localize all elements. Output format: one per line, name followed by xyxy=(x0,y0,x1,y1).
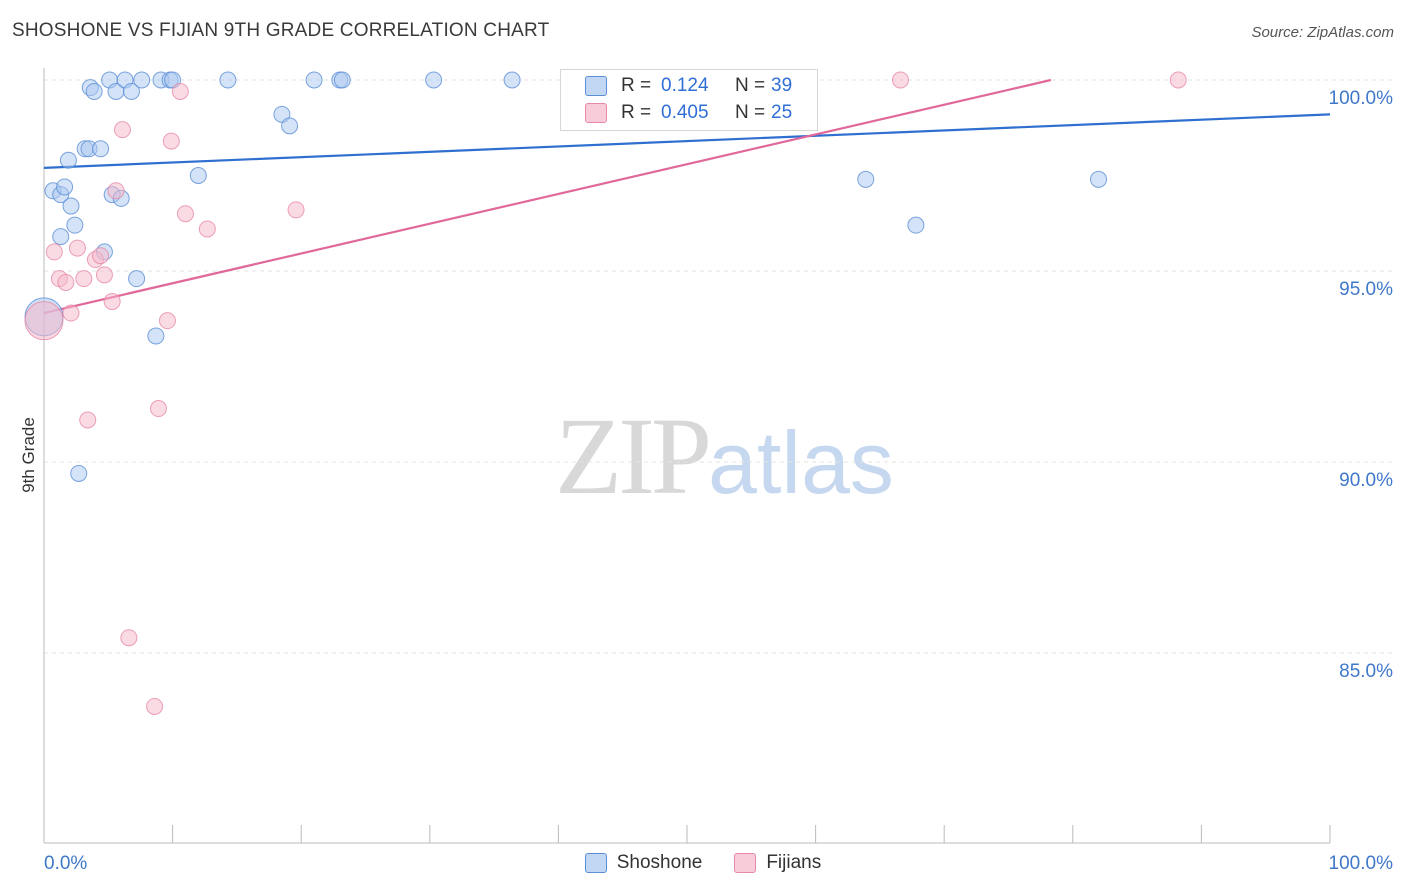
shoshone-point xyxy=(190,168,206,184)
shoshone-swatch xyxy=(585,853,607,873)
tick-labels: 100.0%95.0%90.0%85.0%0.0% 100.0%9th Grade xyxy=(19,88,1393,874)
fijians-point xyxy=(147,698,163,714)
shoshone-point xyxy=(504,72,520,88)
legend-r-label: R = xyxy=(621,102,661,124)
shoshone-points xyxy=(25,72,1107,481)
fijians-point xyxy=(46,244,62,260)
fijians-trend-line xyxy=(44,80,1051,313)
series-legend: Shoshone Fijians xyxy=(0,852,1406,874)
y-axis-label: 9th Grade xyxy=(19,417,38,493)
fijians-point xyxy=(93,248,109,264)
fijians-point xyxy=(199,221,215,237)
series-legend-label: Fijians xyxy=(766,852,821,874)
correlation-legend: R = 0.124 N = 39 R = 0.405 N = 25 xyxy=(560,69,818,131)
fijians-point xyxy=(150,401,166,417)
series-legend-shoshone[interactable]: Shoshone xyxy=(585,852,703,874)
y-tick-label: 95.0% xyxy=(1339,279,1393,300)
legend-n-label: N = xyxy=(735,102,771,124)
shoshone-point xyxy=(53,229,69,245)
legend-row-shoshone: R = 0.124 N = 39 xyxy=(585,73,792,99)
shoshone-point xyxy=(129,271,145,287)
shoshone-point xyxy=(71,465,87,481)
fijians-point xyxy=(177,206,193,222)
legend-n-value: 39 xyxy=(771,75,792,97)
shoshone-point xyxy=(1091,171,1107,187)
axes xyxy=(44,68,1330,843)
fijians-point xyxy=(163,133,179,149)
shoshone-point xyxy=(134,72,150,88)
shoshone-point xyxy=(67,217,83,233)
fijians-point xyxy=(104,294,120,310)
y-tick-label: 90.0% xyxy=(1339,470,1393,491)
fijians-point xyxy=(172,83,188,99)
fijians-point xyxy=(96,267,112,283)
fijians-point xyxy=(159,313,175,329)
fijians-point xyxy=(114,122,130,138)
fijians-point xyxy=(121,630,137,646)
legend-n-value: 25 xyxy=(771,102,792,124)
shoshone-point xyxy=(858,171,874,187)
shoshone-point xyxy=(908,217,924,233)
fijians-point xyxy=(288,202,304,218)
fijians-trend-group xyxy=(44,80,1051,313)
shoshone-point xyxy=(57,179,73,195)
fijians-point xyxy=(76,271,92,287)
shoshone-point xyxy=(63,198,79,214)
legend-r-label: R = xyxy=(621,75,661,97)
legend-r-value: 0.124 xyxy=(661,75,731,97)
fijians-point xyxy=(80,412,96,428)
shoshone-point xyxy=(93,141,109,157)
shoshone-point xyxy=(306,72,322,88)
shoshone-point xyxy=(220,72,236,88)
legend-swatch-shoshone xyxy=(585,76,607,96)
fijians-point xyxy=(108,183,124,199)
fijians-swatch xyxy=(734,853,756,873)
fijians-point xyxy=(58,274,74,290)
fijians-point xyxy=(25,302,63,340)
y-tick-label: 85.0% xyxy=(1339,661,1393,682)
fijians-point xyxy=(1170,72,1186,88)
legend-row-fijians: R = 0.405 N = 25 xyxy=(585,100,792,126)
y-tick-label: 100.0% xyxy=(1329,88,1394,109)
grid-lines xyxy=(44,80,1395,653)
series-legend-fijians[interactable]: Fijians xyxy=(734,852,821,874)
legend-n-label: N = xyxy=(735,75,771,97)
legend-swatch-fijians xyxy=(585,103,607,123)
shoshone-point xyxy=(426,72,442,88)
shoshone-point xyxy=(334,72,350,88)
fijians-point xyxy=(892,72,908,88)
shoshone-point xyxy=(60,152,76,168)
legend-r-value: 0.405 xyxy=(661,102,731,124)
shoshone-point xyxy=(86,83,102,99)
shoshone-point xyxy=(148,328,164,344)
scatter-chart: 100.0%95.0%90.0%85.0%0.0% 100.0%9th Grade xyxy=(0,0,1406,892)
fijians-point xyxy=(69,240,85,256)
shoshone-point xyxy=(282,118,298,134)
series-legend-label: Shoshone xyxy=(617,852,703,874)
fijians-point xyxy=(63,305,79,321)
